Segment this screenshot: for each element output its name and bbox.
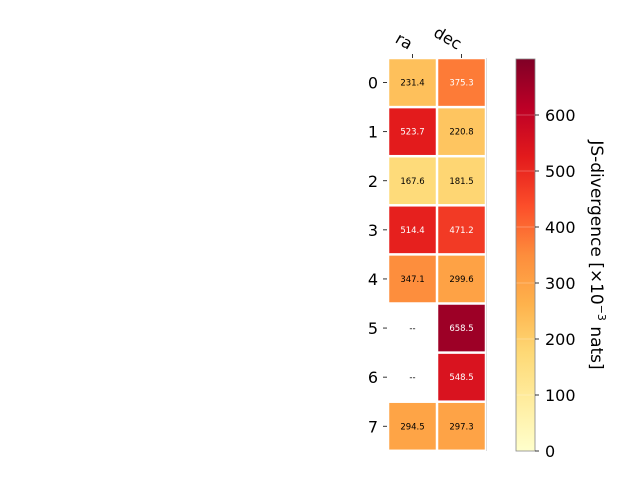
cell-value-label: 658.5 xyxy=(449,324,473,334)
cell-value-label: 181.5 xyxy=(449,177,473,187)
heatmap-cell-dec-6 xyxy=(438,353,485,401)
row-tick-label: 4 xyxy=(368,270,378,289)
colorbar: 0 100 200 300 400 500 600 JS-divergence [×10−3… xyxy=(515,58,608,461)
heatmap-cell-dec-4 xyxy=(438,255,485,303)
heatmap-cell-dec-5 xyxy=(438,304,485,352)
row-tick-label: 6 xyxy=(368,368,378,387)
cell-value-label: 167.6 xyxy=(400,177,424,187)
colorbar-tick-label: 600 xyxy=(545,106,576,125)
cell-value-label: 231.4 xyxy=(400,79,424,89)
heatmap-cell-ra-7 xyxy=(389,402,436,450)
cell-value-label: 523.7 xyxy=(400,128,424,138)
row-tick-label: 5 xyxy=(368,319,378,338)
heatmap-cell-dec-2 xyxy=(438,157,485,205)
cell-missing-label: -- xyxy=(409,373,415,383)
row-tick-label: 7 xyxy=(368,417,378,436)
heatmap-cell-dec-3 xyxy=(438,206,485,254)
col-tick-label-ra: ra xyxy=(392,29,416,54)
heatmap-cell-ra-1 xyxy=(389,108,436,155)
heatmap-cell-ra-4 xyxy=(389,255,436,303)
colorbar-tick-label: 300 xyxy=(545,274,576,293)
heatmap-cell-dec-0 xyxy=(438,59,485,106)
heatmap-cell-ra-2 xyxy=(389,157,436,205)
colorbar-gradient xyxy=(516,59,535,451)
colorbar-tick-label: 400 xyxy=(545,218,576,237)
heatmap-cell-dec-1 xyxy=(438,108,485,155)
heatmap-plot: 231.4 375.3 523.7 220.8 167.6 181.5 514.4 471.2… xyxy=(368,23,487,451)
cell-value-label: 471.2 xyxy=(449,226,473,236)
heatmap-cell-ra-3 xyxy=(389,206,436,254)
cell-value-label: 347.1 xyxy=(400,275,424,285)
row-tick-label: 3 xyxy=(368,221,378,240)
cell-value-label: 514.4 xyxy=(400,226,424,236)
colorbar-tick-label: 0 xyxy=(545,442,555,461)
row-tick-label: 2 xyxy=(368,172,378,191)
colorbar-tick-label: 200 xyxy=(545,330,576,349)
row-tick-label: 0 xyxy=(368,74,378,93)
col-tick-label-dec: dec xyxy=(431,23,465,54)
colorbar-tick-label: 100 xyxy=(545,386,576,405)
cell-value-label: 297.3 xyxy=(449,422,473,432)
heatmap-cell-dec-7 xyxy=(438,402,485,450)
cell-missing-label: -- xyxy=(409,324,415,334)
cell-value-label: 294.5 xyxy=(400,422,424,432)
colorbar-label: JS-divergence [×10−3 nats] xyxy=(586,139,608,369)
cell-value-label: 299.6 xyxy=(449,275,473,285)
cell-value-label: 220.8 xyxy=(449,128,473,138)
heatmap-cell-ra-0 xyxy=(389,59,436,106)
colorbar-tick-label: 500 xyxy=(545,162,576,181)
cell-value-label: 375.3 xyxy=(449,79,473,89)
colorbar-frame xyxy=(515,58,536,452)
cell-value-label: 548.5 xyxy=(449,373,473,383)
row-tick-label: 1 xyxy=(368,123,378,142)
